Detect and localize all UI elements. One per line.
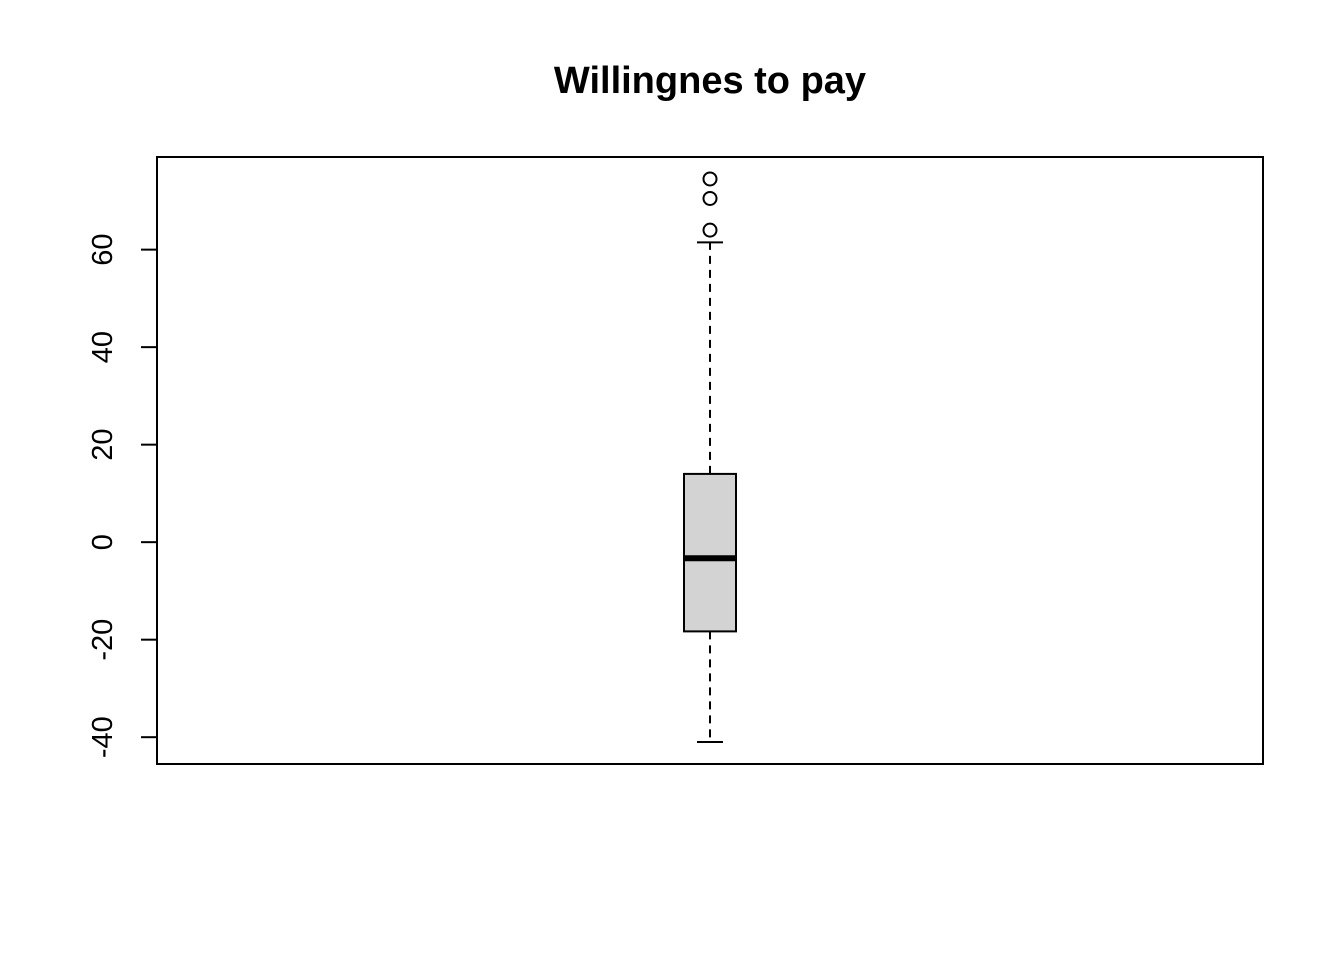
chart-title: Willingnes to pay (554, 60, 866, 102)
outlier-point (702, 222, 718, 238)
y-tick-label: -20 (87, 619, 119, 661)
outlier-point (702, 171, 718, 187)
y-tick-label: 0 (87, 534, 119, 550)
y-axis: -40 -20 0 20 40 60 (87, 234, 158, 758)
y-tick-label: -40 (87, 716, 119, 758)
outlier-point (702, 190, 718, 206)
y-tick-label: 40 (87, 331, 119, 363)
iqr-box (683, 472, 737, 633)
box-layer (683, 171, 737, 744)
box-group (683, 171, 737, 744)
y-tick-label: 60 (87, 234, 119, 266)
y-tick-label: 20 (87, 429, 119, 461)
